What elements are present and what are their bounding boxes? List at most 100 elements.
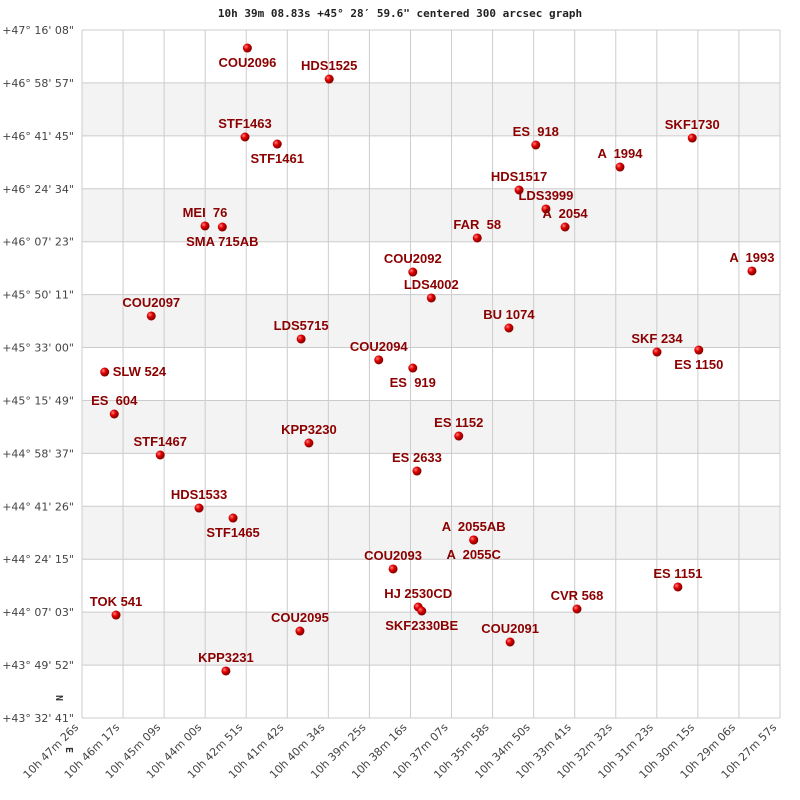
y-tick-label: +45° 50' 11" <box>2 289 74 302</box>
star-point <box>673 582 683 592</box>
star-label: HDS1517 <box>491 169 547 184</box>
star-label: COU2096 <box>218 55 276 70</box>
y-tick-label: +47° 16' 08" <box>2 24 74 37</box>
star-label: LDS4002 <box>404 277 459 292</box>
y-tick-label: +46° 41' 45" <box>2 130 74 143</box>
star-label: TOK 541 <box>90 594 143 609</box>
star-label: HDS1533 <box>171 487 227 502</box>
y-tick-label: +46° 24' 34" <box>2 183 74 196</box>
star-point <box>304 438 314 448</box>
star-point <box>228 513 238 523</box>
star-point <box>295 626 305 636</box>
star-point <box>572 604 582 614</box>
star-label: A 1993 <box>729 250 774 265</box>
star-label: ES 1152 <box>434 415 483 430</box>
band <box>82 612 780 666</box>
star-label: A 2054 <box>543 206 589 221</box>
star-label: FAR 58 <box>453 217 501 232</box>
star-point <box>454 431 464 441</box>
star-label: ES 1151 <box>653 566 702 581</box>
star-label: ES 918 <box>513 124 559 139</box>
star-label: ES 604 <box>91 393 138 408</box>
star-label: COU2092 <box>384 251 442 266</box>
star-point <box>541 204 551 214</box>
star-label: STF1463 <box>218 116 271 131</box>
star-point <box>560 222 570 232</box>
band <box>82 294 780 348</box>
star-label: SMA 715AB <box>186 234 258 249</box>
star-label: A 2055AB <box>442 519 506 534</box>
star-point <box>504 323 514 333</box>
star-point <box>272 139 282 149</box>
star-label: ES 919 <box>390 375 436 390</box>
star-point <box>747 266 757 276</box>
y-tick-label: +46° 58' 57" <box>2 77 74 90</box>
star-point <box>408 267 418 277</box>
y-tick-label: +45° 33' 00" <box>2 342 74 355</box>
star-point <box>111 610 121 620</box>
star-label: COU2091 <box>481 621 539 636</box>
star-point <box>388 564 398 574</box>
star-point <box>514 185 524 195</box>
star-point <box>531 140 541 150</box>
star-point <box>146 311 156 321</box>
star-point <box>417 606 427 616</box>
star-point <box>505 637 515 647</box>
y-tick-label: +44° 24' 15" <box>2 553 74 566</box>
y-tick-label: +43° 32' 41" <box>2 712 74 725</box>
star-point <box>109 409 119 419</box>
star-point <box>408 363 418 373</box>
star-point <box>242 43 252 53</box>
star-label: SLW 524 <box>113 364 167 379</box>
star-point <box>615 162 625 172</box>
star-label: LDS3999 <box>518 188 573 203</box>
star-label: COU2094 <box>350 339 409 354</box>
north-marker: N <box>53 695 64 701</box>
star-point <box>296 334 306 344</box>
star-label: SKF 234 <box>631 331 683 346</box>
gridlines <box>81 29 781 719</box>
star-point <box>324 74 334 84</box>
star-label: BU 1074 <box>483 307 535 322</box>
star-point <box>412 466 422 476</box>
band <box>82 400 780 454</box>
star-label: ES 2633 <box>392 450 442 465</box>
points <box>100 43 757 676</box>
background-bands <box>82 82 780 666</box>
star-label: ES 1150 <box>674 357 723 372</box>
star-label: STF1467 <box>133 434 186 449</box>
y-axis-ticks: +47° 16' 08" +46° 58' 57" +46° 41' 45" +46°… <box>2 24 74 725</box>
y-tick-label: +44° 07' 03" <box>2 606 74 619</box>
star-label: SKF1730 <box>665 117 720 132</box>
star-label: COU2095 <box>271 610 329 625</box>
star-point <box>240 132 250 142</box>
star-point <box>221 666 231 676</box>
star-point <box>155 450 165 460</box>
star-point <box>652 347 662 357</box>
star-label: CVR 568 <box>551 588 604 603</box>
chart-title: 10h 39m 08.83s +45° 28′ 59.6" centered 3… <box>218 7 582 20</box>
y-tick-label: +46° 07' 23" <box>2 236 74 249</box>
star-label: COU2097 <box>122 295 180 310</box>
y-tick-label: +44° 58' 37" <box>2 447 74 460</box>
star-point <box>100 367 110 377</box>
star-label: SKF2330BE <box>385 618 458 633</box>
star-point <box>694 345 704 355</box>
star-point <box>194 503 204 513</box>
east-marker: E <box>63 747 74 753</box>
star-point <box>374 355 384 365</box>
band <box>82 82 780 136</box>
star-label: LDS5715 <box>274 318 329 333</box>
star-label: MEI 76 <box>183 205 228 220</box>
point-labels: COU2096 HDS1525 STF1463 STF1461 MEI 76 SMA 71… <box>90 55 775 665</box>
star-point <box>687 133 697 143</box>
star-label: HDS1525 <box>301 58 357 73</box>
y-tick-label: +45° 15' 49" <box>2 394 74 407</box>
star-label: STF1465 <box>206 525 259 540</box>
star-point <box>469 535 479 545</box>
y-tick-label: +43° 49' 52" <box>2 659 74 672</box>
star-label: A 2055C <box>446 547 501 562</box>
star-point <box>472 233 482 243</box>
